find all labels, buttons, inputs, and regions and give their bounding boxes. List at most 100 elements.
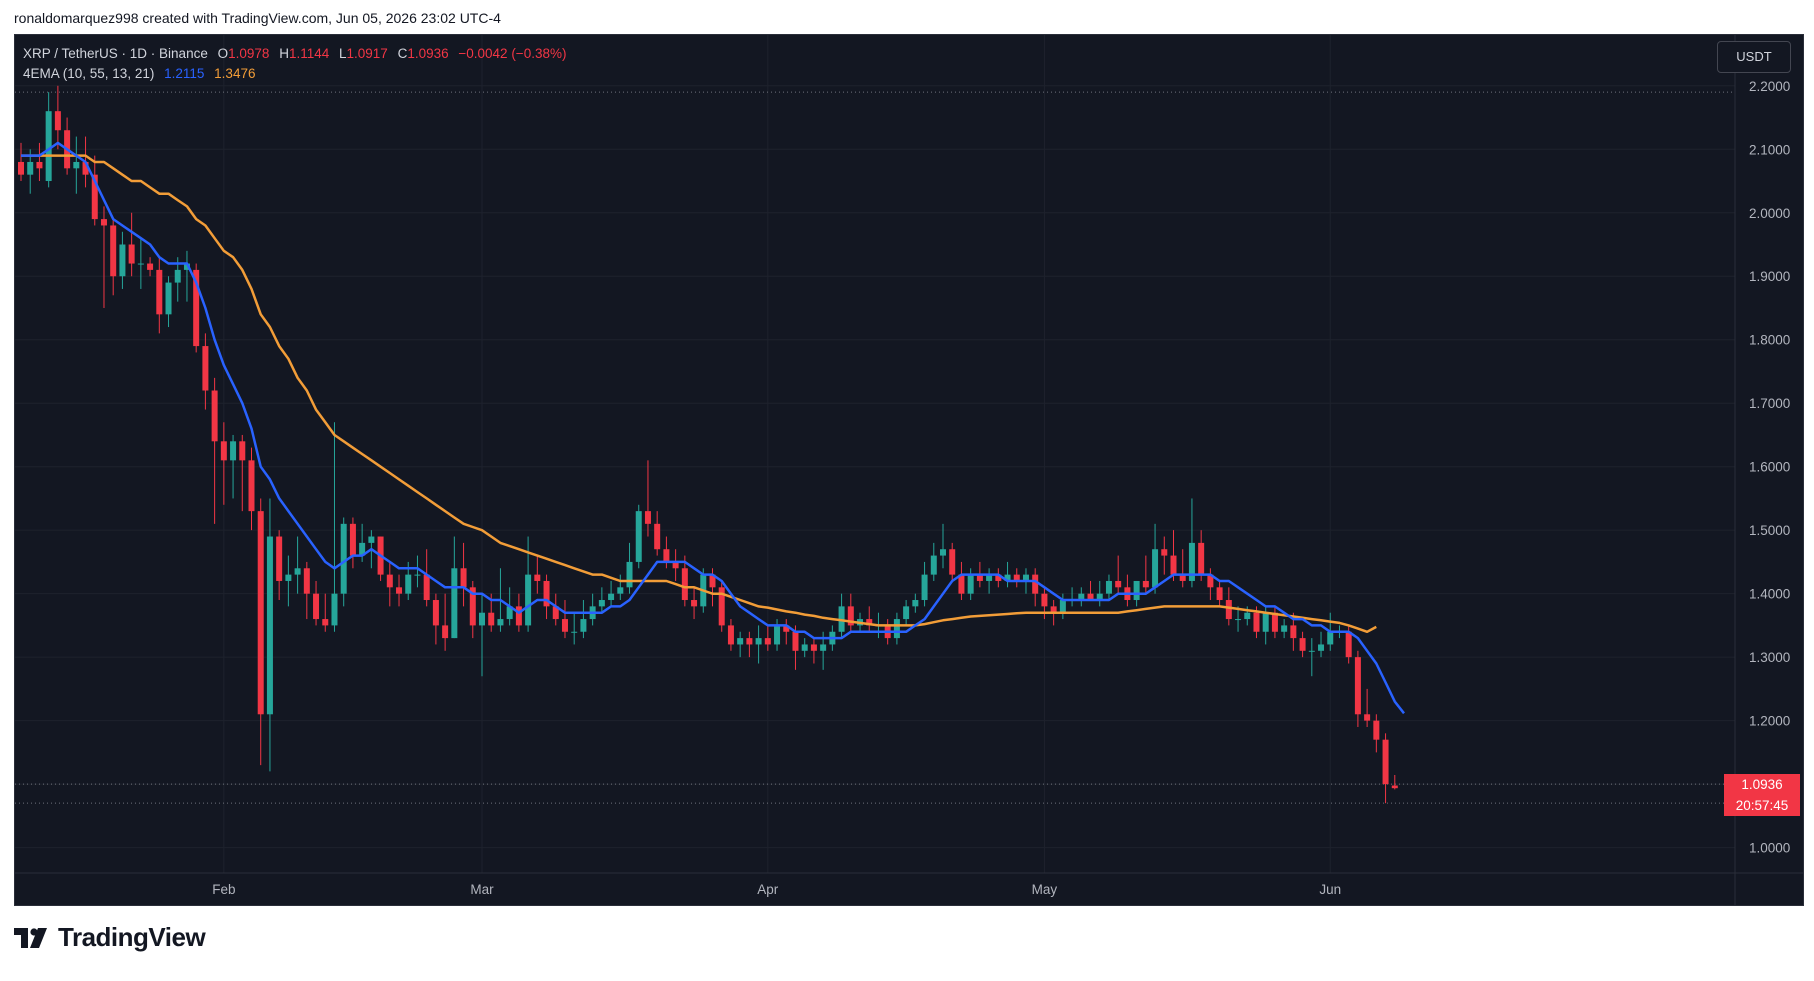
candle[interactable] <box>18 142 24 182</box>
candle[interactable] <box>331 422 338 632</box>
candle[interactable] <box>912 593 919 613</box>
candle[interactable] <box>940 523 946 569</box>
candle[interactable] <box>1124 574 1131 607</box>
candle[interactable] <box>654 511 661 556</box>
candle[interactable] <box>202 333 209 410</box>
candle[interactable] <box>36 142 43 182</box>
candle[interactable] <box>469 580 476 639</box>
candle[interactable] <box>479 593 485 677</box>
currency-button[interactable]: USDT <box>1717 41 1791 73</box>
candle[interactable] <box>681 555 688 607</box>
candle[interactable] <box>276 530 283 601</box>
candle[interactable] <box>1152 523 1159 594</box>
candle[interactable] <box>1308 638 1315 677</box>
candle[interactable] <box>949 542 956 581</box>
candle[interactable] <box>1235 606 1242 632</box>
candle[interactable] <box>377 536 384 581</box>
candle[interactable] <box>257 498 264 766</box>
candle[interactable] <box>1271 606 1278 639</box>
candle[interactable] <box>552 593 559 626</box>
candle[interactable] <box>442 593 449 651</box>
candle[interactable] <box>1188 498 1195 588</box>
candle[interactable] <box>534 555 541 594</box>
candle[interactable] <box>1207 568 1214 601</box>
candle[interactable] <box>1142 555 1149 594</box>
candle[interactable] <box>571 612 578 645</box>
candle[interactable] <box>1318 631 1325 658</box>
candle[interactable] <box>1364 688 1371 727</box>
candle[interactable] <box>100 206 107 308</box>
candle[interactable] <box>644 460 651 537</box>
candle[interactable] <box>1391 774 1398 790</box>
candle[interactable] <box>1041 587 1048 620</box>
candle[interactable] <box>801 638 808 658</box>
candle[interactable] <box>1004 561 1011 588</box>
candle[interactable] <box>211 377 218 524</box>
candle[interactable] <box>386 561 393 607</box>
candle[interactable] <box>1216 580 1223 607</box>
candle[interactable] <box>598 587 605 613</box>
candle[interactable] <box>1059 593 1066 620</box>
candle[interactable] <box>1281 619 1288 639</box>
candle[interactable] <box>810 638 817 664</box>
candle[interactable] <box>1198 530 1205 581</box>
candle[interactable] <box>156 257 163 334</box>
candle[interactable] <box>672 549 679 581</box>
candle[interactable] <box>110 219 117 296</box>
candle[interactable] <box>543 574 550 620</box>
candle[interactable] <box>303 561 310 620</box>
candle[interactable] <box>580 600 587 639</box>
candle[interactable] <box>626 542 633 594</box>
candle[interactable] <box>165 276 172 328</box>
candle[interactable] <box>73 136 80 194</box>
candle[interactable] <box>1161 536 1168 575</box>
candle[interactable] <box>1373 714 1380 753</box>
candle[interactable] <box>266 498 273 772</box>
candle[interactable] <box>727 619 734 651</box>
candle[interactable] <box>903 600 910 626</box>
candle[interactable] <box>995 568 1002 588</box>
candle[interactable] <box>91 155 98 226</box>
candle[interactable] <box>64 117 71 175</box>
candle[interactable] <box>930 542 937 581</box>
candle[interactable] <box>220 422 227 505</box>
candle[interactable] <box>432 593 439 645</box>
candle[interactable] <box>608 580 615 607</box>
candle[interactable] <box>737 631 744 658</box>
candle[interactable] <box>1096 580 1103 607</box>
candle[interactable] <box>119 231 126 289</box>
candle[interactable] <box>147 257 154 277</box>
candle[interactable] <box>322 593 329 632</box>
candle[interactable] <box>617 574 624 601</box>
candle[interactable] <box>294 536 301 594</box>
candle[interactable] <box>313 580 320 626</box>
candle[interactable] <box>1078 587 1085 607</box>
candle[interactable] <box>921 561 928 607</box>
candle[interactable] <box>718 580 725 632</box>
tradingview-logo[interactable]: TradingView <box>14 922 206 953</box>
candle[interactable] <box>1069 587 1076 607</box>
candle[interactable] <box>45 92 52 188</box>
candle[interactable] <box>1354 650 1361 727</box>
candle[interactable] <box>866 606 873 632</box>
candle[interactable] <box>193 263 200 353</box>
candle[interactable] <box>239 434 246 512</box>
candle[interactable] <box>1179 549 1186 588</box>
candle[interactable] <box>783 619 790 645</box>
candle[interactable] <box>1013 568 1020 588</box>
candle[interactable] <box>54 85 61 150</box>
candle[interactable] <box>1032 568 1039 607</box>
candle[interactable] <box>248 447 255 531</box>
candle[interactable] <box>663 536 670 569</box>
candle[interactable] <box>838 593 845 639</box>
candle[interactable] <box>414 555 421 588</box>
candle[interactable] <box>1105 574 1112 601</box>
candle[interactable] <box>1087 580 1094 601</box>
candle[interactable] <box>137 238 144 289</box>
candle[interactable] <box>986 568 993 594</box>
legend-symbol[interactable]: XRP / TetherUS · 1D · Binance <box>23 46 208 61</box>
candle[interactable] <box>230 434 237 499</box>
candle[interactable] <box>396 574 403 607</box>
candle[interactable] <box>635 504 642 569</box>
candlestick-chart[interactable]: 2.2000 2.1000 2.0000 1.9000 1.8000 1.7000 1.60… <box>15 35 1803 905</box>
